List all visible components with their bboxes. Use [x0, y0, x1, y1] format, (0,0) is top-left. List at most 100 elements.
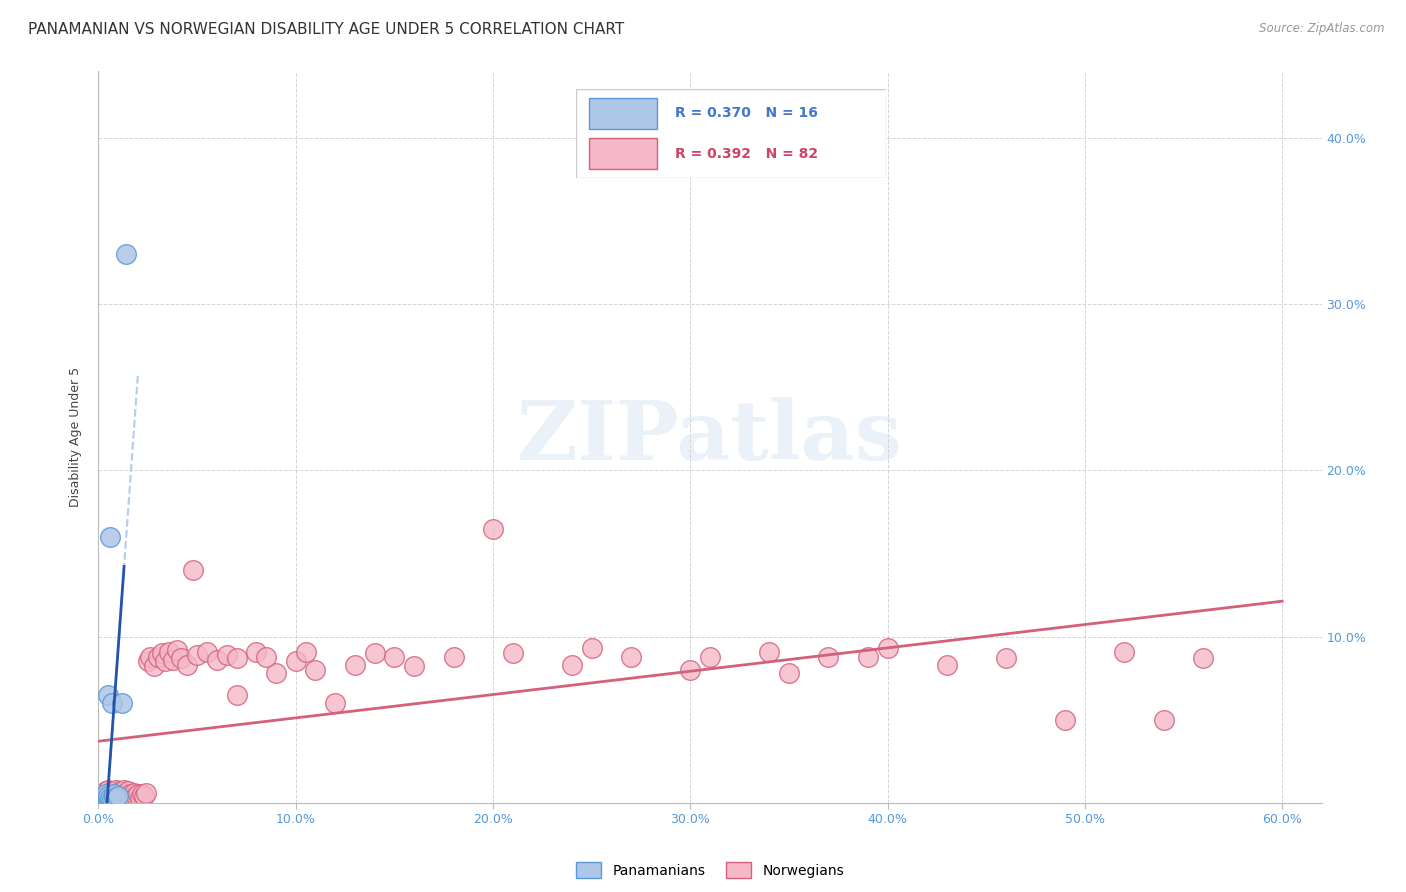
- Point: [284, 655, 307, 669]
- Point: [105, 782, 128, 797]
- Point: [112, 786, 135, 800]
- Point: [103, 788, 125, 802]
- Point: [101, 784, 124, 798]
- Point: [254, 649, 277, 664]
- Point: [994, 651, 1017, 665]
- Bar: [589, 138, 657, 169]
- Point: [122, 786, 145, 800]
- Point: [108, 790, 131, 805]
- Point: [97, 688, 120, 702]
- Point: [105, 790, 128, 805]
- Point: [245, 644, 267, 658]
- Point: [294, 644, 316, 658]
- Point: [131, 788, 153, 802]
- Point: [817, 649, 839, 664]
- Point: [581, 641, 603, 656]
- Point: [150, 646, 173, 660]
- Text: R = 0.370   N = 16: R = 0.370 N = 16: [675, 106, 818, 120]
- Point: [127, 788, 149, 802]
- Point: [166, 643, 188, 657]
- Point: [382, 649, 405, 664]
- Point: [108, 784, 131, 798]
- Point: [96, 792, 118, 806]
- Point: [778, 666, 800, 681]
- Point: [103, 790, 125, 805]
- Point: [98, 792, 121, 806]
- Point: [159, 644, 181, 658]
- Point: [115, 790, 138, 805]
- Point: [98, 790, 121, 805]
- Point: [101, 792, 124, 806]
- Point: [1153, 713, 1175, 727]
- Point: [111, 789, 134, 804]
- Point: [561, 657, 583, 672]
- Point: [482, 521, 505, 535]
- Point: [138, 649, 160, 664]
- Point: [1114, 644, 1136, 658]
- Point: [93, 790, 115, 805]
- Point: [304, 663, 326, 677]
- Point: [215, 648, 238, 662]
- Legend: Panamanians, Norwegians: Panamanians, Norwegians: [571, 856, 849, 884]
- Point: [121, 790, 143, 805]
- Point: [128, 790, 150, 805]
- Point: [170, 651, 193, 665]
- Text: ZIPatlas: ZIPatlas: [517, 397, 903, 477]
- Point: [181, 563, 204, 577]
- Point: [176, 657, 198, 672]
- Point: [125, 789, 148, 804]
- Point: [103, 792, 125, 806]
- Point: [105, 790, 128, 805]
- Point: [343, 657, 366, 672]
- Point: [620, 649, 643, 664]
- Point: [97, 789, 120, 804]
- Point: [699, 649, 721, 664]
- Point: [155, 655, 177, 669]
- Point: [264, 666, 287, 681]
- Point: [103, 788, 125, 802]
- Point: [136, 655, 159, 669]
- Point: [135, 786, 157, 800]
- Point: [205, 653, 228, 667]
- Point: [132, 789, 155, 804]
- Point: [225, 651, 247, 665]
- Text: PANAMANIAN VS NORWEGIAN DISABILITY AGE UNDER 5 CORRELATION CHART: PANAMANIAN VS NORWEGIAN DISABILITY AGE U…: [28, 22, 624, 37]
- Point: [758, 644, 780, 658]
- Point: [1054, 713, 1077, 727]
- Point: [117, 789, 139, 804]
- Point: [107, 786, 129, 800]
- Point: [146, 649, 169, 664]
- Point: [363, 646, 385, 660]
- Point: [97, 789, 120, 804]
- Point: [111, 696, 134, 710]
- Point: [96, 784, 118, 798]
- Point: [98, 530, 121, 544]
- Point: [117, 784, 139, 798]
- Text: R = 0.392   N = 82: R = 0.392 N = 82: [675, 147, 818, 161]
- Point: [115, 247, 138, 261]
- Point: [93, 792, 115, 806]
- Point: [96, 788, 118, 802]
- Point: [935, 657, 957, 672]
- Point: [98, 786, 121, 800]
- Point: [93, 788, 115, 802]
- Point: [162, 653, 184, 667]
- Text: Source: ZipAtlas.com: Source: ZipAtlas.com: [1260, 22, 1385, 36]
- Point: [856, 649, 879, 664]
- Point: [97, 792, 120, 806]
- Point: [502, 646, 524, 660]
- Point: [101, 696, 124, 710]
- Y-axis label: Disability Age Under 5: Disability Age Under 5: [69, 367, 83, 508]
- Point: [112, 782, 135, 797]
- Point: [323, 696, 346, 710]
- Point: [679, 663, 702, 677]
- Point: [107, 789, 129, 804]
- Point: [101, 790, 124, 805]
- Point: [404, 659, 426, 673]
- Point: [97, 794, 120, 808]
- Point: [443, 649, 465, 664]
- Bar: [589, 98, 657, 129]
- Point: [225, 688, 247, 702]
- Point: [107, 792, 129, 806]
- Point: [142, 659, 165, 673]
